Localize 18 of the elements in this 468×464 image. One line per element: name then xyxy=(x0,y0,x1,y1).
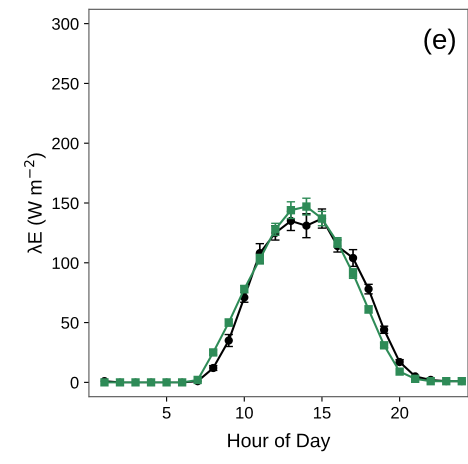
y-tick-label: 50 xyxy=(61,316,79,329)
y-tick-label: 100 xyxy=(52,257,79,269)
y-tick-label: 250 xyxy=(52,78,79,90)
point xyxy=(411,374,420,383)
point xyxy=(271,225,280,234)
x-tick-label: 10 xyxy=(236,406,253,419)
y-axis-title: λE (W m$^{−2}$) xyxy=(24,153,46,254)
y-tick-label: 0 xyxy=(70,376,79,389)
y-tick-label: 200 xyxy=(52,138,79,150)
annotation: (e) xyxy=(424,28,455,55)
x-tick-label: 15 xyxy=(314,407,331,419)
x-tick-label: 5 xyxy=(162,407,171,419)
x-tick-label: 20 xyxy=(391,406,408,419)
y-tick-label: 300 xyxy=(52,18,79,30)
y-tick-label: 150 xyxy=(52,197,79,210)
x-axis-title: Hour of Day xyxy=(228,433,330,452)
point xyxy=(395,367,404,376)
point xyxy=(286,206,296,214)
